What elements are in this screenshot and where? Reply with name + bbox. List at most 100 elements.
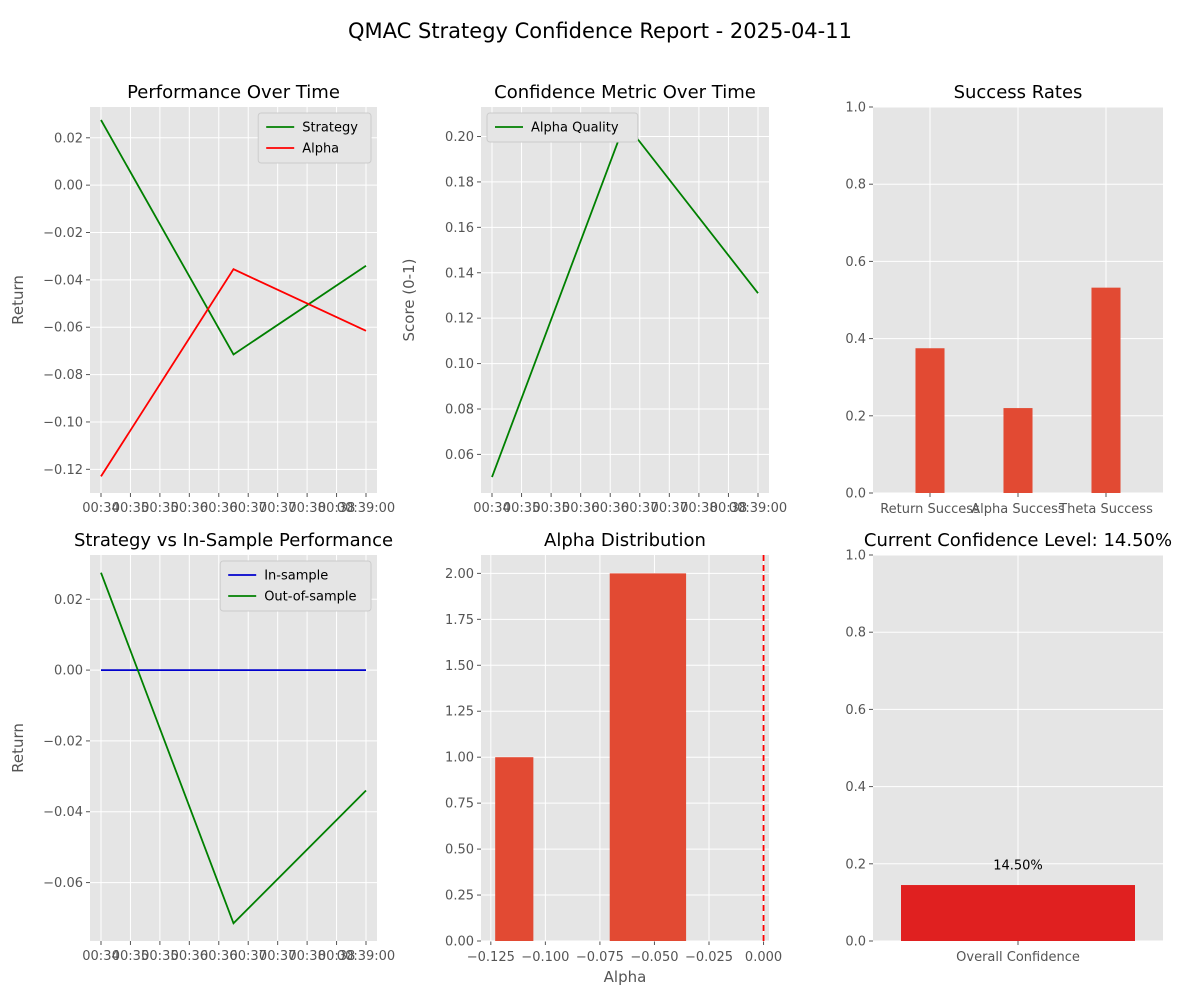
y-tick-label: 1.0	[845, 101, 866, 116]
bar-overall-confidence	[901, 885, 1135, 941]
x-tick-label: 00:37	[229, 501, 266, 516]
x-tick-label: 00:36	[591, 501, 628, 516]
x-tick-label: 00:38	[288, 949, 325, 964]
x-tick-label: 00:36	[200, 949, 237, 964]
legend-box	[219, 560, 372, 612]
plot-area	[481, 107, 769, 493]
x-tick-label: 00:37	[259, 501, 296, 516]
x-tick-label: 00:38	[318, 501, 355, 516]
x-tick-label: 00:37	[621, 501, 658, 516]
y-tick-label: 0.10	[445, 357, 474, 372]
x-tick-label: Overall Confidence	[956, 950, 1080, 965]
legend-box	[486, 112, 639, 143]
y-tick-label: 0.0	[845, 935, 866, 950]
y-tick-label: 0.06	[445, 448, 474, 463]
x-tick-label: −0.025	[685, 950, 733, 965]
y-tick-label: 1.00	[445, 751, 474, 766]
y-tick-label: 0.12	[445, 312, 474, 327]
y-tick-label: 0.4	[845, 780, 866, 795]
x-axis-label: Alpha	[604, 968, 647, 986]
x-tick-label: 00:38	[288, 501, 325, 516]
y-tick-label: 1.0	[845, 549, 866, 564]
bar-alpha-success	[1003, 408, 1033, 493]
x-tick-label: 00:38	[710, 501, 747, 516]
y-tick-label: 0.18	[445, 175, 474, 190]
x-tick-label: 00:35	[532, 501, 569, 516]
legend: In-sample Out-of-sample	[219, 560, 372, 612]
x-tick-label: 00:36	[562, 501, 599, 516]
x-tick-label: 00:39:00	[337, 949, 395, 964]
y-axis-label: Return	[9, 275, 27, 325]
bar-data-label: 14.50%	[993, 859, 1043, 874]
y-tick-label: −0.06	[43, 876, 83, 891]
performance-over-time-chart: Performance Over Time00:3400:3500:3500:3…	[9, 82, 395, 516]
y-tick-label: 0.14	[445, 266, 474, 281]
x-tick-label: 00:36	[200, 501, 237, 516]
y-axis-label: Return	[9, 723, 27, 773]
current-confidence-chart: Current Confidence Level: 14.50% 0.0 0.2 0.…	[845, 530, 1172, 965]
x-tick-label: −0.075	[576, 950, 624, 965]
y-tick-label: −0.04	[43, 273, 83, 288]
plot-area	[90, 555, 377, 941]
plot-area	[90, 107, 377, 493]
chart-title: Current Confidence Level: 14.50%	[864, 530, 1172, 551]
y-tick-label: 0.0	[845, 487, 866, 502]
y-tick-label: 0.8	[845, 626, 866, 641]
series-line-strategy	[100, 119, 367, 356]
x-tick-label: 00:35	[141, 501, 178, 516]
x-tick-label: 00:37	[259, 949, 296, 964]
y-tick-label: −0.02	[43, 226, 83, 241]
bar-theta-success	[1091, 287, 1121, 493]
y-tick-label: 1.25	[445, 705, 474, 720]
chart-title: Performance Over Time	[127, 82, 340, 103]
y-tick-label: 0.6	[845, 255, 866, 270]
y-tick-label: −0.08	[43, 368, 83, 383]
y-tick-label: −0.04	[43, 805, 83, 820]
legend-label: Alpha	[302, 142, 339, 157]
y-tick-label: 0.02	[54, 131, 83, 146]
x-tick-label: 0.000	[745, 950, 782, 965]
x-tick-label: 00:37	[651, 501, 688, 516]
series-line-out-of-sample	[100, 572, 367, 925]
x-tick-label: 00:35	[112, 501, 149, 516]
x-tick-label: 00:38	[680, 501, 717, 516]
y-tick-label: 0.02	[54, 593, 83, 608]
x-tick-label: 00:36	[171, 949, 208, 964]
y-tick-label: 0.00	[445, 935, 474, 950]
legend-label: Out-of-sample	[264, 590, 356, 605]
confidence-metric-chart: Confidence Metric Over Time00:3400:3500:…	[400, 82, 787, 516]
series-line-alpha	[100, 268, 367, 477]
y-tick-label: 0.4	[845, 332, 866, 347]
legend: Alpha Quality	[486, 112, 639, 143]
chart-title: Confidence Metric Over Time	[494, 82, 756, 103]
x-tick-label: 00:38	[318, 949, 355, 964]
chart-title: Success Rates	[954, 82, 1083, 103]
y-tick-label: −0.12	[43, 463, 83, 478]
legend-label: Alpha Quality	[531, 121, 619, 136]
y-tick-label: 0.08	[445, 402, 474, 417]
x-tick-label: 00:39:00	[337, 501, 395, 516]
y-tick-label: −0.06	[43, 321, 83, 336]
y-tick-label: 1.50	[445, 659, 474, 674]
chart-title: Strategy vs In-Sample Performance	[74, 530, 393, 551]
y-tick-label: 0.75	[445, 797, 474, 812]
legend: Strategy Alpha	[257, 112, 372, 164]
alpha-distribution-chart: Alpha Distribution −0.125 −0.100 −0.075 −0.0…	[445, 530, 782, 986]
y-tick-label: 0.16	[445, 221, 474, 236]
y-tick-label: 0.2	[845, 857, 866, 872]
x-tick-label: −0.125	[467, 950, 515, 965]
x-tick-label: Theta Success	[1058, 502, 1153, 517]
x-tick-label: 00:36	[171, 501, 208, 516]
x-tick-label: 00:34	[82, 501, 119, 516]
y-tick-label: 1.75	[445, 613, 474, 628]
x-tick-label: −0.100	[521, 950, 569, 965]
x-tick-label: 00:35	[141, 949, 178, 964]
y-tick-label: 0.25	[445, 889, 474, 904]
bar-return-success	[915, 348, 945, 493]
y-tick-label: −0.10	[43, 415, 83, 430]
x-tick-label: 00:34	[473, 501, 510, 516]
legend-label: Strategy	[302, 121, 358, 136]
y-tick-label: 0.00	[54, 664, 83, 679]
y-tick-label: 0.8	[845, 178, 866, 193]
